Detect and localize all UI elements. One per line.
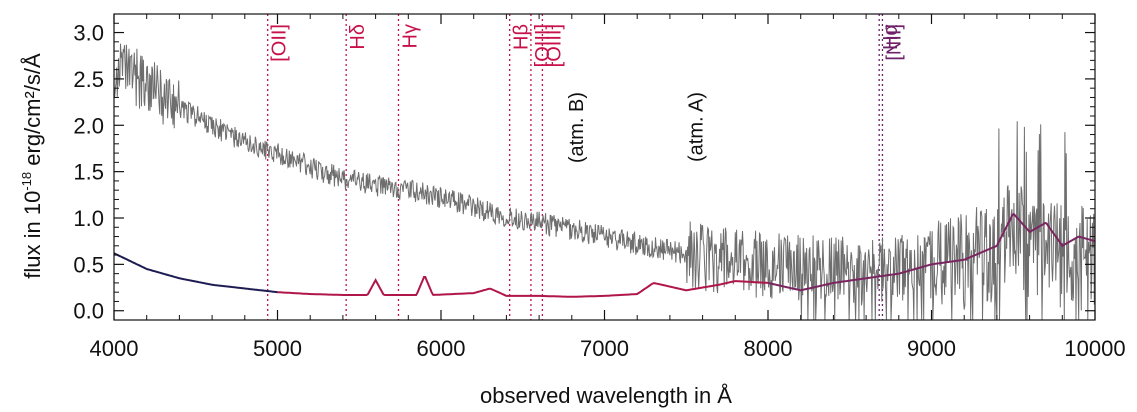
axis-ticks: 4000 5000 6000 7000 8000 9000 10000 0.0 0.5 1.0 1.… bbox=[73, 14, 1126, 361]
plot-frame bbox=[113, 13, 1096, 321]
x-tick-label: 4000 bbox=[90, 336, 139, 361]
emission-line-label: [NII] bbox=[884, 24, 906, 61]
y-axis-label: flux in 10-18 erg/cm²/s/Å bbox=[19, 53, 45, 279]
y-axis-label-suffix: erg/cm²/s/Å bbox=[20, 53, 45, 172]
atmospheric-band-label: (atm. B) bbox=[566, 92, 588, 163]
model-spectrum-purple-segment bbox=[767, 212, 1096, 292]
y-tick-label: 1.0 bbox=[73, 206, 104, 231]
x-tick-label: 6000 bbox=[417, 336, 466, 361]
x-tick-label: 7000 bbox=[580, 336, 629, 361]
x-tick-label: 8000 bbox=[744, 336, 793, 361]
emission-line-label: Hγ bbox=[400, 24, 422, 48]
x-tick-label: 5000 bbox=[253, 336, 302, 361]
x-tick-label: 9000 bbox=[907, 336, 956, 361]
emission-line-label: [OII] bbox=[269, 24, 291, 62]
y-tick-label: 3.0 bbox=[73, 21, 104, 46]
y-tick-label: 0.5 bbox=[73, 252, 104, 277]
model-spectrum-red-segment bbox=[277, 276, 769, 298]
y-tick-label: 2.5 bbox=[73, 67, 104, 92]
emission-line-label: [OIII] bbox=[532, 24, 554, 67]
atmospheric-band-label: (atm. A) bbox=[686, 92, 708, 162]
y-tick-label: 0.0 bbox=[73, 299, 104, 324]
annotation-labels: [OII] Hδ Hγ Hβ [OIII][OIII] Hα[NII](atm. B) (a… bbox=[269, 24, 906, 163]
observed-spectrum-line bbox=[113, 43, 1096, 321]
emission-line-label: Hδ bbox=[347, 24, 369, 50]
spectrum-series bbox=[113, 43, 1096, 321]
emission-line-label: Hβ bbox=[511, 24, 533, 50]
emission-line-label: [OIII] bbox=[543, 24, 565, 67]
y-tick-label: 1.5 bbox=[73, 160, 104, 185]
y-axis-label-prefix: flux in 10 bbox=[20, 191, 45, 279]
y-tick-label: 2.0 bbox=[73, 113, 104, 138]
emission-line-label: Hα bbox=[880, 24, 902, 50]
x-axis-label: observed wavelength in Å bbox=[480, 383, 732, 408]
y-axis-label-exponent: -18 bbox=[19, 172, 34, 191]
model-spectrum-blue-segment bbox=[113, 252, 278, 294]
x-tick-label: 10000 bbox=[1064, 336, 1125, 361]
